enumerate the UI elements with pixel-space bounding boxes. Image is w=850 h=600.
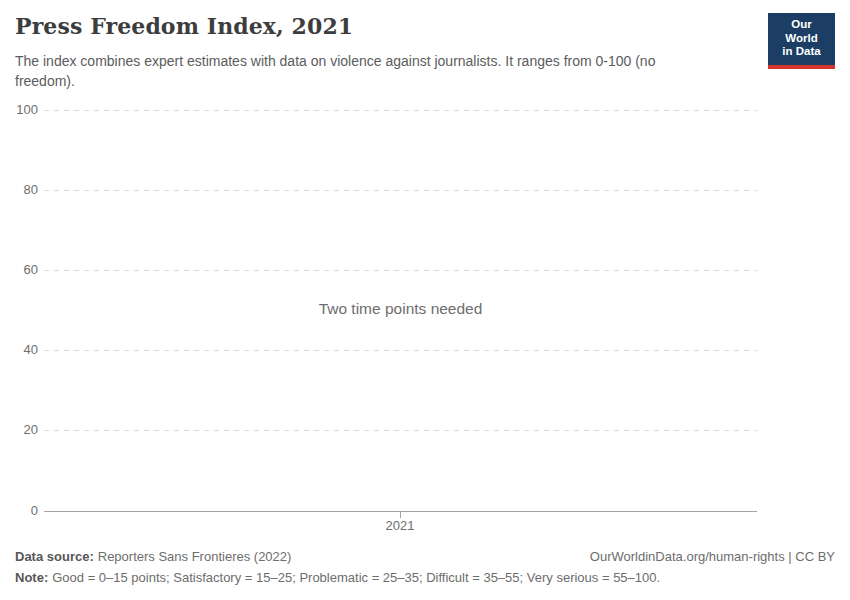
y-axis-tick-100: 100 <box>0 102 38 118</box>
no-data-message: Two time points needed <box>44 300 757 318</box>
gridline-60 <box>44 270 757 271</box>
y-axis-tick-40: 40 <box>0 342 38 358</box>
note-label: Note: <box>15 570 48 585</box>
y-axis-tick-80: 80 <box>0 182 38 198</box>
gridline-40 <box>44 350 757 351</box>
x-axis-tick-2021: 2021 <box>360 518 440 533</box>
gridline-100 <box>44 110 757 111</box>
x-axis-tick-mark <box>400 511 401 518</box>
y-axis-tick-20: 20 <box>0 422 38 438</box>
gridline-20 <box>44 430 757 431</box>
chart-plot-area: 100 80 60 40 20 0 Two time points needed… <box>0 0 850 540</box>
gridline-80 <box>44 190 757 191</box>
data-source: Data source: Reporters Sans Frontieres (2… <box>15 547 291 566</box>
data-source-value[interactable]: Reporters Sans Frontieres (2022) <box>98 549 292 564</box>
owid-url-link[interactable]: OurWorldinData.org/human-rights | CC BY <box>590 547 835 566</box>
chart-container: Press Freedom Index, 2021 Our World in D… <box>0 0 850 600</box>
footer-note-row: Note: Good = 0–15 points; Satisfactory = … <box>15 568 835 587</box>
y-axis-tick-60: 60 <box>0 262 38 278</box>
note-text: Good = 0–15 points; Satisfactory = 15–25… <box>52 570 660 585</box>
data-source-label: Data source: <box>15 549 94 564</box>
footer-source-row: Data source: Reporters Sans Frontieres (2… <box>15 547 835 566</box>
y-axis-tick-0: 0 <box>0 503 38 519</box>
